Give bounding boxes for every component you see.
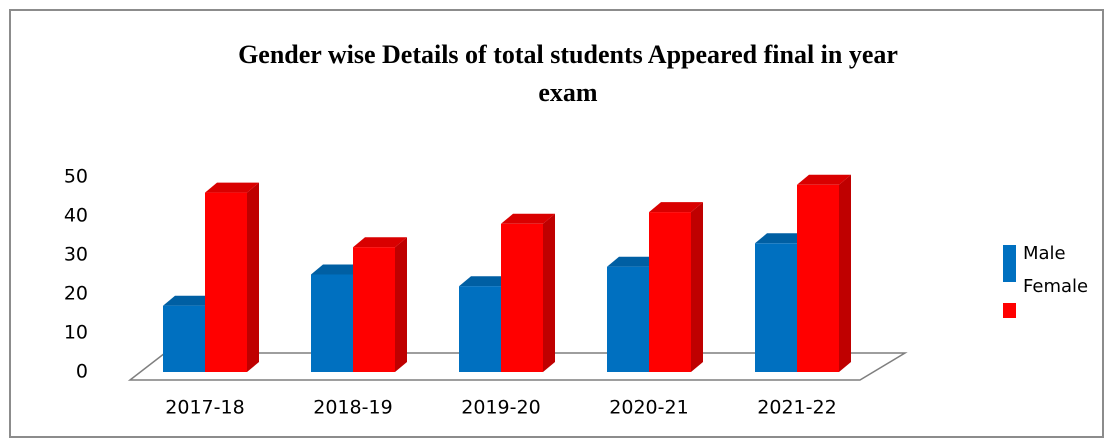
bar-top <box>797 174 851 185</box>
bar-top <box>163 295 217 306</box>
bar <box>205 192 247 372</box>
legend-swatch <box>1003 303 1016 318</box>
bar <box>607 266 649 372</box>
bar-top <box>501 213 555 224</box>
y-tick-label: 30 <box>64 244 88 266</box>
x-tick-label: 2018-19 <box>313 397 392 419</box>
bar-top <box>755 233 809 244</box>
bar-side <box>247 182 259 372</box>
y-tick-label: 50 <box>64 166 88 188</box>
chart-title: Gender wise Details of total students Ap… <box>238 40 898 69</box>
bar-side <box>395 237 407 372</box>
bar <box>649 212 691 372</box>
bar <box>353 247 395 372</box>
bar-side <box>691 202 703 372</box>
y-tick-label: 10 <box>64 322 88 344</box>
bar-top <box>607 256 661 267</box>
bar-top <box>353 237 407 248</box>
chart-border <box>9 9 1104 438</box>
bar <box>501 223 543 372</box>
legend-swatch <box>1003 245 1016 282</box>
bar-top <box>205 182 259 193</box>
chart-title: exam <box>538 78 598 107</box>
y-tick-label: 40 <box>64 205 88 227</box>
y-tick-label: 0 <box>76 361 88 383</box>
legend-label: Female <box>1023 276 1088 297</box>
bar-side <box>839 174 851 372</box>
x-tick-label: 2020-21 <box>609 397 688 419</box>
x-tick-label: 2019-20 <box>461 397 540 419</box>
bar-top <box>649 202 703 213</box>
bar <box>311 274 353 372</box>
bar-side <box>543 213 555 372</box>
bar-top <box>459 276 513 287</box>
bar <box>459 286 501 372</box>
bar <box>755 243 797 372</box>
x-tick-label: 2021-22 <box>757 397 836 419</box>
bar <box>163 305 205 372</box>
y-tick-label: 20 <box>64 283 88 305</box>
legend-label: Male <box>1023 243 1066 264</box>
floor <box>127 352 908 381</box>
x-tick-label: 2017-18 <box>165 397 244 419</box>
bar <box>797 184 839 372</box>
bar-top <box>311 264 365 275</box>
